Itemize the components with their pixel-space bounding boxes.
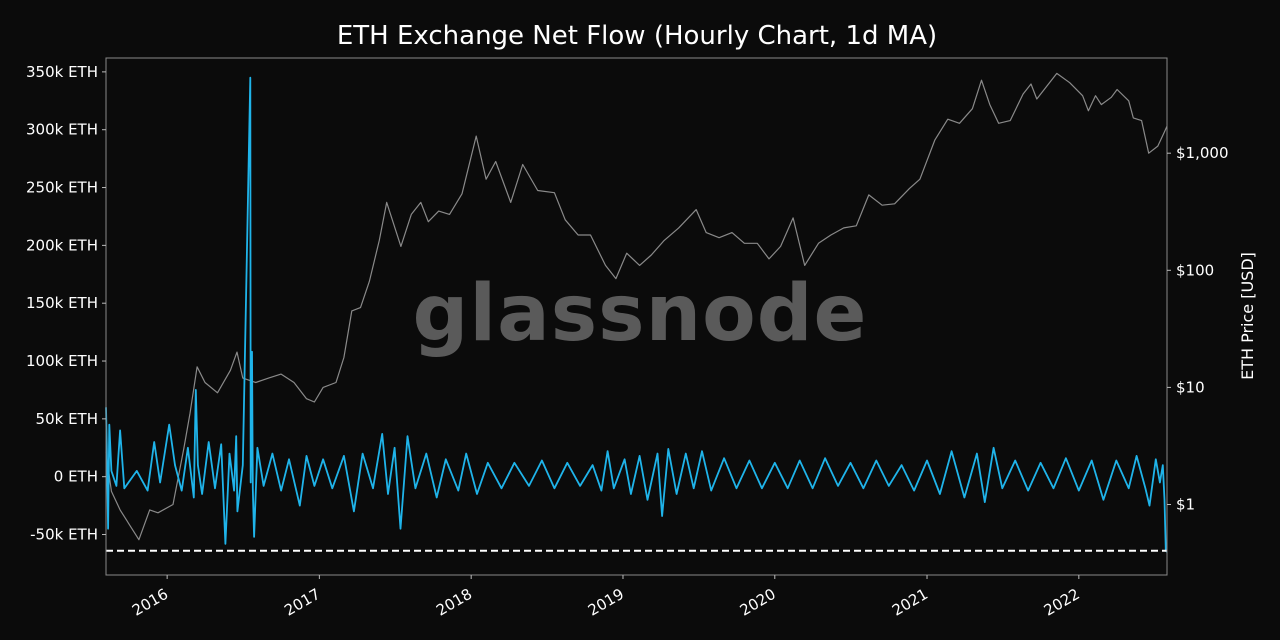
glassnode-watermark: glassnode bbox=[413, 269, 868, 359]
eth-price-line bbox=[105, 72, 1168, 541]
eth-price-series bbox=[105, 72, 1168, 541]
left-tick-label: 150k ETH bbox=[26, 294, 98, 312]
left-tick-label: 250k ETH bbox=[26, 179, 98, 197]
left-tick-label: 100k ETH bbox=[26, 352, 98, 370]
right-tick-label: $100 bbox=[1176, 261, 1214, 279]
left-tick-label: 0 ETH bbox=[54, 468, 98, 486]
left-tick-label: 350k ETH bbox=[26, 63, 98, 81]
right-axis-label: ETH Price [USD] bbox=[1238, 252, 1257, 380]
left-axis: 350k ETH 300k ETH 250k ETH 200k ETH 150k ETH… bbox=[26, 63, 106, 544]
right-tick-label: $1,000 bbox=[1176, 144, 1229, 162]
left-tick-label: -50k ETH bbox=[30, 526, 98, 544]
right-axis: $1 $10 $100 $1,000 bbox=[1167, 144, 1229, 513]
net-flow-line bbox=[105, 76, 1168, 553]
net-flow-series bbox=[105, 76, 1168, 553]
right-tick-label: $10 bbox=[1176, 378, 1205, 396]
chart-title: ETH Exchange Net Flow (Hourly Chart, 1d … bbox=[337, 21, 937, 51]
plot-frame bbox=[105, 57, 1168, 576]
left-tick-label: 200k ETH bbox=[26, 236, 98, 254]
right-tick-label: $1 bbox=[1176, 495, 1195, 513]
left-tick-label: 300k ETH bbox=[26, 121, 98, 139]
left-tick-label: 50k ETH bbox=[36, 410, 98, 428]
